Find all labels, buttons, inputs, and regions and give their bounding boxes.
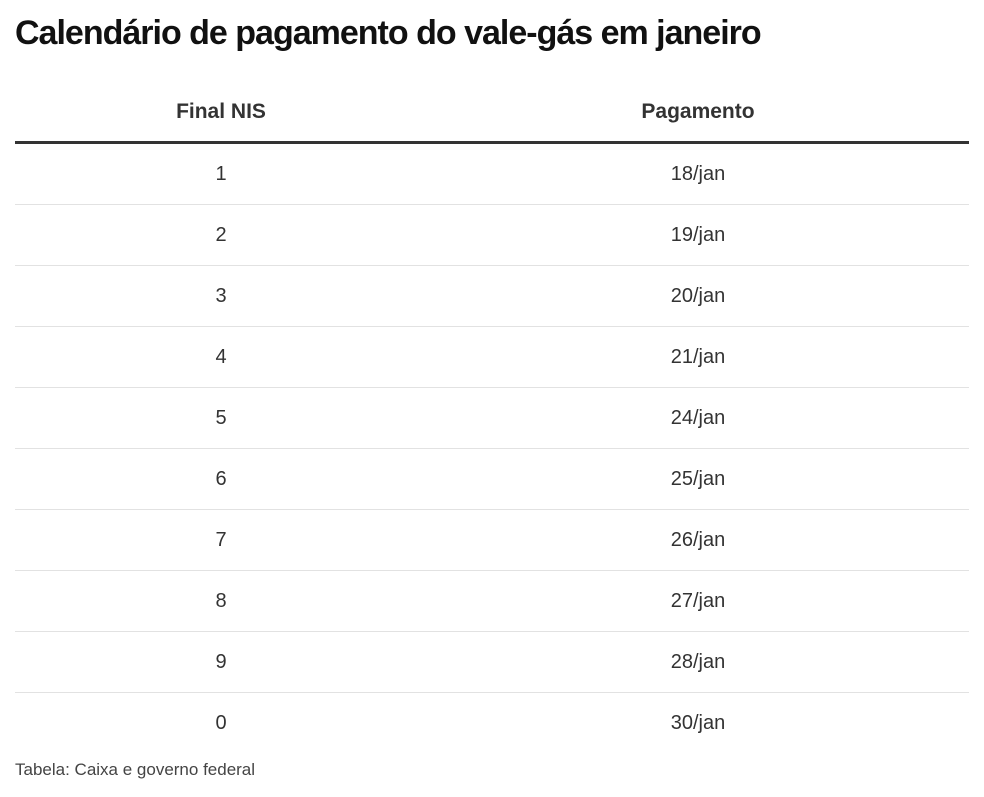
table-row: 4 21/jan (15, 326, 969, 388)
header-row: Final NIS Pagamento (15, 83, 969, 144)
table-cell: 19/jan (427, 204, 969, 266)
table-row: 1 18/jan (15, 142, 969, 205)
table-cell: 18/jan (427, 142, 969, 205)
title: Calendário de pagamento do vale-gás em j… (15, 14, 762, 52)
table-cell: 9 (15, 631, 427, 693)
table-cell: 3 (15, 265, 427, 327)
table: Final NIS Pagamento 1 18/jan 2 19/jan 3 20/ja… (15, 83, 969, 753)
table-cell: 26/jan (427, 509, 969, 571)
table-cell: 24/jan (427, 387, 969, 449)
table-cell: 2 (15, 204, 427, 266)
table-cell: 4 (15, 326, 427, 388)
table-row: 6 25/jan (15, 448, 969, 510)
source: Tabela: Caixa e governo federal (15, 760, 256, 779)
table-row: 0 30/jan (15, 693, 969, 754)
column-header: Pagamento (427, 83, 969, 144)
table-cell: 25/jan (427, 448, 969, 510)
table-row: 3 20/jan (15, 265, 969, 327)
table-row: 5 24/jan (15, 387, 969, 449)
table-row: 9 28/jan (15, 631, 969, 693)
table-cell: 6 (15, 448, 427, 510)
table-cell: 30/jan (670, 711, 726, 734)
table-cell: 1 (15, 142, 427, 205)
table-cell: 27/jan (427, 570, 969, 632)
table-cell: 0 (215, 711, 227, 734)
table-cell: 21/jan (427, 326, 969, 388)
table-cell: 28/jan (427, 631, 969, 693)
table-body: 1 18/jan 2 19/jan 3 20/jan 4 21/jan 5 24/jan 6 25/j… (15, 142, 969, 754)
table-row: 7 26/jan (15, 509, 969, 571)
table-cell: 20/jan (427, 265, 969, 327)
table-row: 2 19/jan (15, 204, 969, 266)
table-row: 8 27/jan (15, 570, 969, 632)
table-cell: 7 (15, 509, 427, 571)
table-cell: 5 (15, 387, 427, 449)
table-cell: 8 (15, 570, 427, 632)
column-header: Final NIS (15, 83, 427, 144)
